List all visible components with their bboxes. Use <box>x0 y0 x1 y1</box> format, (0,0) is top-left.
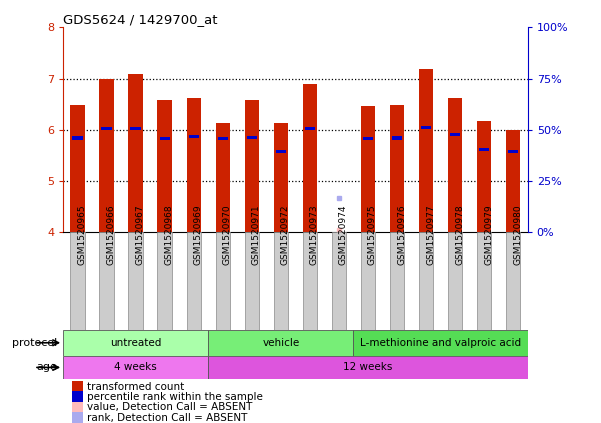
Bar <box>159 137 170 140</box>
Bar <box>245 100 259 232</box>
FancyBboxPatch shape <box>216 232 230 330</box>
FancyBboxPatch shape <box>63 356 209 379</box>
FancyBboxPatch shape <box>273 232 288 330</box>
FancyBboxPatch shape <box>63 330 209 356</box>
FancyBboxPatch shape <box>506 232 520 330</box>
Text: GDS5624 / 1429700_at: GDS5624 / 1429700_at <box>63 14 218 26</box>
Text: GSM1520979: GSM1520979 <box>484 205 493 265</box>
FancyBboxPatch shape <box>186 232 201 330</box>
Text: GSM1520977: GSM1520977 <box>426 205 435 265</box>
Text: GSM1520975: GSM1520975 <box>368 205 377 265</box>
Bar <box>130 127 141 130</box>
Bar <box>506 130 520 232</box>
Bar <box>477 121 492 232</box>
Text: GSM1520971: GSM1520971 <box>252 205 261 265</box>
Text: 4 weeks: 4 weeks <box>114 363 157 372</box>
Bar <box>479 148 489 151</box>
Bar <box>508 150 519 154</box>
Bar <box>216 123 230 232</box>
Text: GSM1520976: GSM1520976 <box>397 205 406 265</box>
Bar <box>218 137 228 140</box>
FancyBboxPatch shape <box>99 232 114 330</box>
Bar <box>72 401 82 413</box>
Text: L-methionine and valproic acid: L-methionine and valproic acid <box>360 338 521 348</box>
FancyBboxPatch shape <box>209 330 353 356</box>
Bar <box>72 381 82 393</box>
Bar <box>102 127 112 130</box>
Bar <box>72 136 83 140</box>
Text: protocol: protocol <box>12 338 57 348</box>
Text: GSM1520965: GSM1520965 <box>78 205 87 265</box>
Bar <box>157 100 172 232</box>
FancyBboxPatch shape <box>245 232 259 330</box>
Text: rank, Detection Call = ABSENT: rank, Detection Call = ABSENT <box>87 413 248 423</box>
Text: 12 weeks: 12 weeks <box>343 363 392 372</box>
Text: GSM1520980: GSM1520980 <box>513 205 522 265</box>
Bar <box>419 69 433 232</box>
Text: percentile rank within the sample: percentile rank within the sample <box>87 392 263 402</box>
Bar <box>421 126 432 129</box>
FancyBboxPatch shape <box>70 232 85 330</box>
Bar <box>363 137 373 140</box>
Bar <box>448 98 462 232</box>
Bar <box>70 105 85 232</box>
Text: age: age <box>36 363 57 372</box>
Text: GSM1520978: GSM1520978 <box>455 205 464 265</box>
FancyBboxPatch shape <box>209 356 528 379</box>
Text: GSM1520967: GSM1520967 <box>136 205 145 265</box>
Bar <box>305 127 315 130</box>
Text: GSM1520966: GSM1520966 <box>106 205 115 265</box>
Bar <box>129 74 143 232</box>
FancyBboxPatch shape <box>390 232 404 330</box>
FancyBboxPatch shape <box>157 232 172 330</box>
FancyBboxPatch shape <box>332 232 346 330</box>
Bar <box>390 105 404 232</box>
Bar <box>72 391 82 403</box>
Bar <box>72 412 82 423</box>
Bar <box>276 150 286 154</box>
Text: value, Detection Call = ABSENT: value, Detection Call = ABSENT <box>87 403 252 412</box>
Bar <box>361 106 375 232</box>
Text: untreated: untreated <box>110 338 162 348</box>
FancyBboxPatch shape <box>419 232 433 330</box>
Bar <box>392 136 402 140</box>
FancyBboxPatch shape <box>303 232 317 330</box>
Text: GSM1520970: GSM1520970 <box>223 205 232 265</box>
Text: GSM1520972: GSM1520972 <box>281 205 290 265</box>
FancyBboxPatch shape <box>448 232 462 330</box>
FancyBboxPatch shape <box>477 232 492 330</box>
Bar <box>246 136 257 139</box>
Text: GSM1520968: GSM1520968 <box>165 205 174 265</box>
Bar <box>186 98 201 232</box>
Bar <box>99 79 114 232</box>
FancyBboxPatch shape <box>353 330 528 356</box>
Text: GSM1520973: GSM1520973 <box>310 205 319 265</box>
FancyBboxPatch shape <box>129 232 143 330</box>
Text: GSM1520974: GSM1520974 <box>339 205 348 265</box>
Bar <box>450 133 460 136</box>
Text: vehicle: vehicle <box>262 338 299 348</box>
Bar <box>303 84 317 232</box>
Text: transformed count: transformed count <box>87 382 185 392</box>
Bar <box>189 135 199 138</box>
Text: GSM1520969: GSM1520969 <box>194 205 203 265</box>
Bar <box>273 123 288 232</box>
FancyBboxPatch shape <box>361 232 375 330</box>
